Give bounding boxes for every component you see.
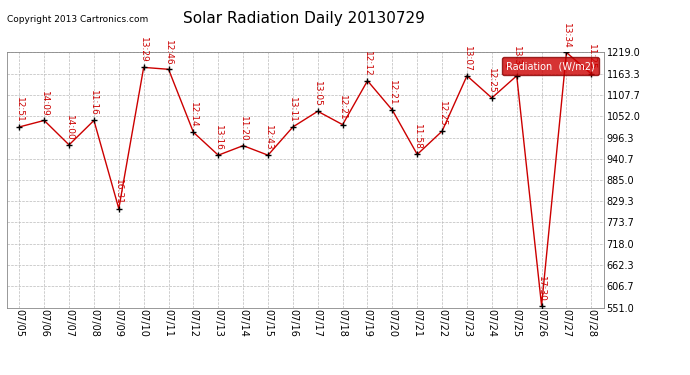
Text: 16:31: 16:31 bbox=[115, 178, 124, 204]
Text: 12:25: 12:25 bbox=[487, 68, 496, 94]
Text: 12:14: 12:14 bbox=[189, 102, 198, 128]
Text: 12:25: 12:25 bbox=[437, 101, 446, 127]
Text: Copyright 2013 Cartronics.com: Copyright 2013 Cartronics.com bbox=[7, 15, 148, 24]
Text: 11:25: 11:25 bbox=[586, 44, 596, 70]
Text: 13:16: 13:16 bbox=[214, 125, 223, 151]
Text: 13:34: 13:34 bbox=[512, 46, 521, 72]
Text: 11:20: 11:20 bbox=[239, 116, 248, 141]
Text: 13:05: 13:05 bbox=[313, 81, 322, 107]
Text: 13:07: 13:07 bbox=[462, 46, 471, 72]
Text: 12:43: 12:43 bbox=[264, 125, 273, 151]
Text: 12:21: 12:21 bbox=[338, 95, 347, 120]
Text: 14:09: 14:09 bbox=[40, 90, 49, 116]
Text: 12:46: 12:46 bbox=[164, 39, 173, 65]
Text: 12:21: 12:21 bbox=[388, 80, 397, 106]
Text: 11:16: 11:16 bbox=[90, 90, 99, 116]
Text: 13:34: 13:34 bbox=[562, 22, 571, 48]
Text: 13:29: 13:29 bbox=[139, 38, 148, 63]
Text: 12:12: 12:12 bbox=[363, 51, 372, 76]
Text: 11:58: 11:58 bbox=[413, 124, 422, 150]
Text: 13:11: 13:11 bbox=[288, 97, 297, 123]
Text: Solar Radiation Daily 20130729: Solar Radiation Daily 20130729 bbox=[183, 11, 424, 26]
Text: 17:30: 17:30 bbox=[537, 276, 546, 302]
Legend: Radiation  (W/m2): Radiation (W/m2) bbox=[502, 57, 599, 75]
Text: 12:51: 12:51 bbox=[14, 97, 24, 123]
Text: 14:00: 14:00 bbox=[65, 115, 74, 141]
